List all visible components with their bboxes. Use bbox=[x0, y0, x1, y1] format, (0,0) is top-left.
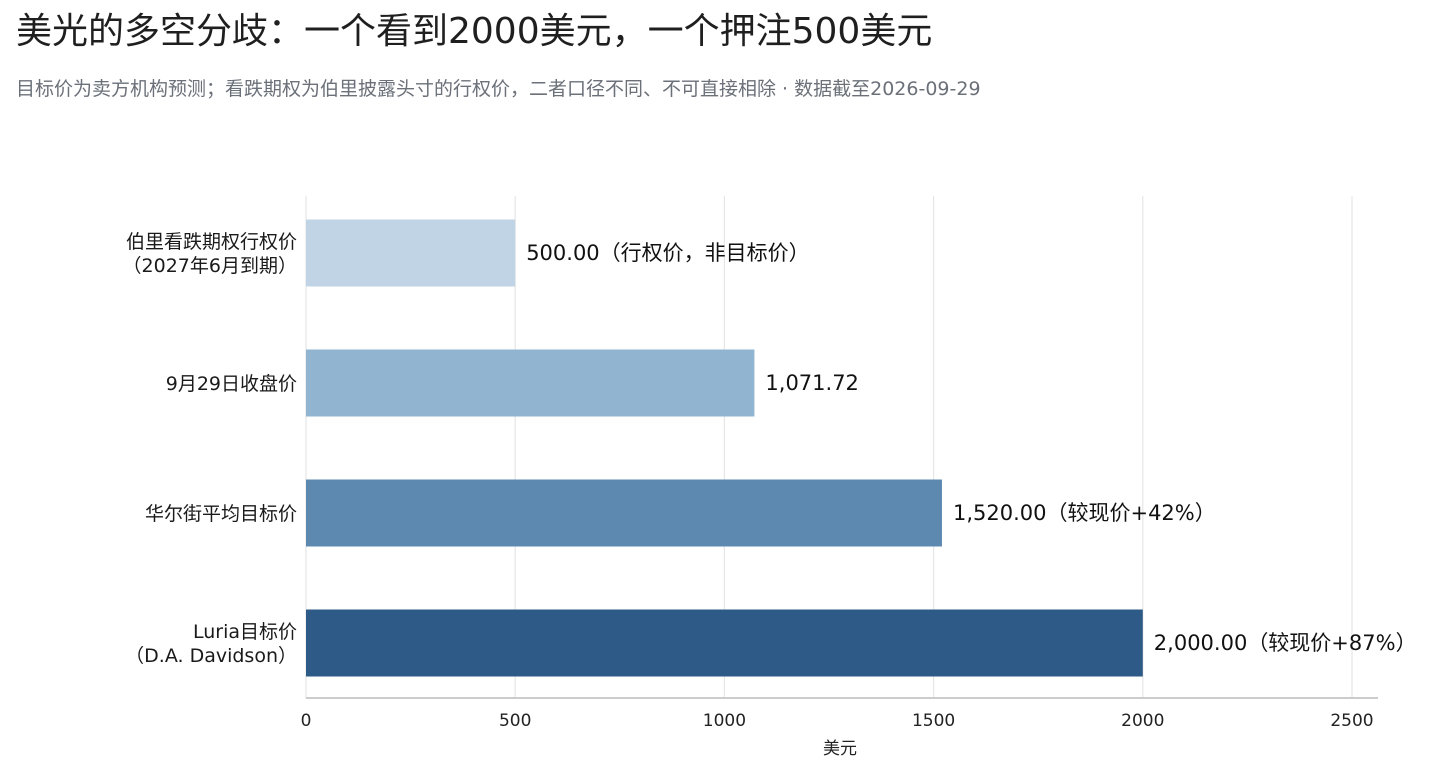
x-axis: 0 500 1000 1500 2000 2500 bbox=[301, 697, 1378, 731]
bar bbox=[306, 219, 516, 287]
x-tick-label: 1500 bbox=[912, 711, 955, 731]
bars bbox=[306, 219, 1143, 677]
data-labels: 500.00（行权价，非目标价） 1,071.72 1,520.00（较现价+42%… bbox=[526, 241, 1416, 655]
category-label: 9月29日收盘价 bbox=[166, 373, 297, 395]
bar bbox=[306, 479, 942, 547]
x-tick-label: 0 bbox=[301, 711, 312, 731]
x-tick-label: 2000 bbox=[1121, 711, 1164, 731]
category-label: 伯里看跌期权行权价（2027年6月到期） bbox=[123, 231, 297, 277]
x-tick-label: 2500 bbox=[1330, 711, 1373, 731]
x-tick-label: 500 bbox=[499, 711, 531, 731]
data-label: 1,071.72 bbox=[765, 371, 859, 395]
data-label: 500.00（行权价，非目标价） bbox=[526, 241, 809, 265]
data-label: 2,000.00（较现价+87%） bbox=[1154, 631, 1417, 655]
category-label: Luria目标价（D.A. Davidson） bbox=[125, 621, 297, 667]
x-tick-label: 1000 bbox=[703, 711, 746, 731]
data-label: 1,520.00（较现价+42%） bbox=[953, 501, 1216, 525]
bar bbox=[306, 349, 755, 417]
chart-title: 美光的多空分歧：一个看到2000美元，一个押注500美元 bbox=[16, 11, 933, 52]
chart-subtitle: 目标价为卖方机构预测；看跌期权为伯里披露头寸的行权价，二者口径不同、不可直接相除… bbox=[16, 78, 981, 100]
category-label: 华尔街平均目标价 bbox=[145, 503, 297, 525]
bar bbox=[306, 609, 1143, 677]
x-axis-title: 美元 bbox=[823, 739, 857, 759]
